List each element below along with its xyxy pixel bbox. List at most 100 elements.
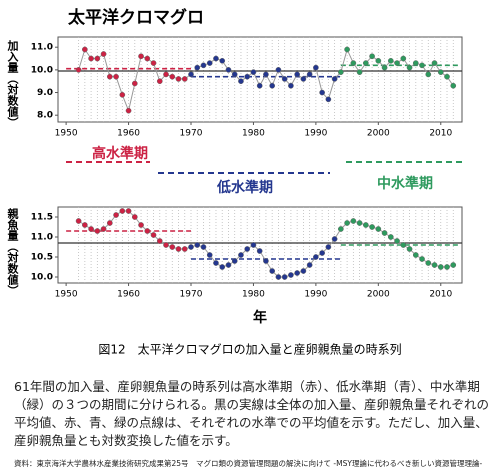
data-point bbox=[387, 57, 394, 64]
data-point bbox=[231, 71, 238, 78]
data-point bbox=[125, 107, 132, 114]
data-point bbox=[344, 220, 350, 226]
data-point bbox=[412, 60, 419, 66]
data-point bbox=[82, 46, 88, 53]
data-point bbox=[419, 256, 425, 262]
data-point bbox=[88, 226, 94, 232]
y-tick-label: 11.5 bbox=[31, 213, 53, 223]
data-point bbox=[306, 71, 313, 78]
data-point bbox=[338, 226, 344, 232]
data-point bbox=[144, 228, 151, 234]
x-tick-label: 1980 bbox=[242, 290, 265, 300]
data-point bbox=[150, 232, 157, 238]
data-point bbox=[444, 73, 450, 80]
data-point bbox=[219, 264, 226, 270]
data-point bbox=[156, 78, 163, 85]
period-label: 高水準期 bbox=[92, 145, 148, 162]
chart-title: 太平洋クロマグロ bbox=[68, 7, 204, 28]
data-point bbox=[331, 236, 338, 242]
body-text: 61年間の加入量、産卵親魚量の時系列は高水準期（赤）、低水準期（青）、中水準期（… bbox=[14, 379, 490, 448]
data-point bbox=[219, 57, 226, 64]
data-point bbox=[263, 258, 269, 264]
data-point bbox=[106, 220, 113, 226]
data-point bbox=[144, 55, 151, 62]
data-point bbox=[188, 71, 194, 78]
data-point bbox=[431, 60, 438, 66]
data-point bbox=[356, 220, 363, 226]
data-point bbox=[338, 69, 344, 75]
data-point bbox=[256, 82, 263, 89]
x-tick-label: 1980 bbox=[242, 129, 265, 139]
data-point bbox=[119, 91, 126, 98]
data-point bbox=[213, 55, 219, 62]
data-point bbox=[113, 73, 119, 80]
data-point bbox=[269, 268, 276, 274]
data-point bbox=[281, 76, 288, 82]
x-tick-label: 1960 bbox=[117, 290, 140, 300]
figure: 太平洋クロマグロ 加入量（対数値） 親魚量（対数値） 年 高水準期 低水準期 中… bbox=[6, 7, 463, 357]
data-point bbox=[238, 252, 244, 258]
data-point bbox=[256, 248, 263, 254]
data-point bbox=[437, 69, 444, 75]
data-point bbox=[425, 260, 432, 266]
data-point bbox=[369, 224, 375, 230]
data-point bbox=[250, 69, 257, 75]
data-point bbox=[156, 238, 163, 244]
data-point bbox=[313, 254, 319, 260]
caption: 図12 太平洋クロマグロの加入量と産卵親魚量の時系列 bbox=[98, 342, 401, 357]
data-point bbox=[300, 268, 307, 274]
data-point bbox=[206, 252, 213, 258]
data-point bbox=[419, 62, 425, 69]
data-point bbox=[225, 67, 232, 73]
data-point bbox=[131, 214, 138, 220]
y-axis-label: 加入量（対数値） bbox=[6, 39, 20, 128]
data-point bbox=[375, 57, 382, 64]
data-point bbox=[362, 60, 369, 66]
data-point bbox=[450, 82, 457, 89]
x-tick-label: 1970 bbox=[180, 129, 203, 139]
data-point bbox=[181, 76, 188, 82]
data-point bbox=[300, 76, 307, 82]
data-point bbox=[450, 262, 457, 268]
data-point bbox=[406, 64, 413, 71]
data-point bbox=[113, 212, 119, 218]
data-point bbox=[175, 246, 182, 252]
data-point bbox=[350, 218, 357, 224]
x-tick-label: 2000 bbox=[367, 129, 390, 139]
data-point bbox=[75, 67, 82, 73]
data-point bbox=[387, 234, 394, 240]
data-point bbox=[281, 274, 288, 280]
data-point bbox=[119, 208, 126, 214]
data-point bbox=[344, 46, 350, 53]
data-point bbox=[406, 246, 413, 252]
y-tick-label: 10.0 bbox=[31, 273, 53, 283]
data-point bbox=[394, 238, 400, 244]
x-tick-label: 1970 bbox=[180, 290, 203, 300]
y-tick-label: 11.0 bbox=[31, 43, 53, 53]
data-point bbox=[225, 262, 232, 268]
data-point bbox=[88, 55, 94, 62]
x-tick-label: 2010 bbox=[429, 129, 452, 139]
data-point bbox=[238, 78, 244, 85]
x-tick-label: 1990 bbox=[304, 129, 327, 139]
data-point bbox=[425, 71, 432, 78]
data-point bbox=[444, 264, 450, 270]
data-point bbox=[394, 60, 400, 66]
data-point bbox=[325, 96, 332, 103]
y-tick-label: 10.5 bbox=[31, 253, 53, 263]
y-tick-label: 11.0 bbox=[31, 233, 53, 243]
data-point bbox=[138, 222, 144, 228]
data-point bbox=[294, 71, 301, 78]
x-tick-label: 1950 bbox=[55, 129, 78, 139]
data-point bbox=[369, 53, 375, 60]
x-tick-label: 1950 bbox=[55, 290, 78, 300]
data-point bbox=[181, 246, 188, 252]
data-point bbox=[169, 73, 176, 80]
y-tick-label: 9.0 bbox=[37, 88, 53, 98]
data-point bbox=[319, 89, 325, 96]
x-tick-label: 1960 bbox=[117, 129, 140, 139]
data-point bbox=[325, 244, 332, 250]
data-point bbox=[381, 64, 388, 71]
data-point bbox=[381, 230, 388, 236]
